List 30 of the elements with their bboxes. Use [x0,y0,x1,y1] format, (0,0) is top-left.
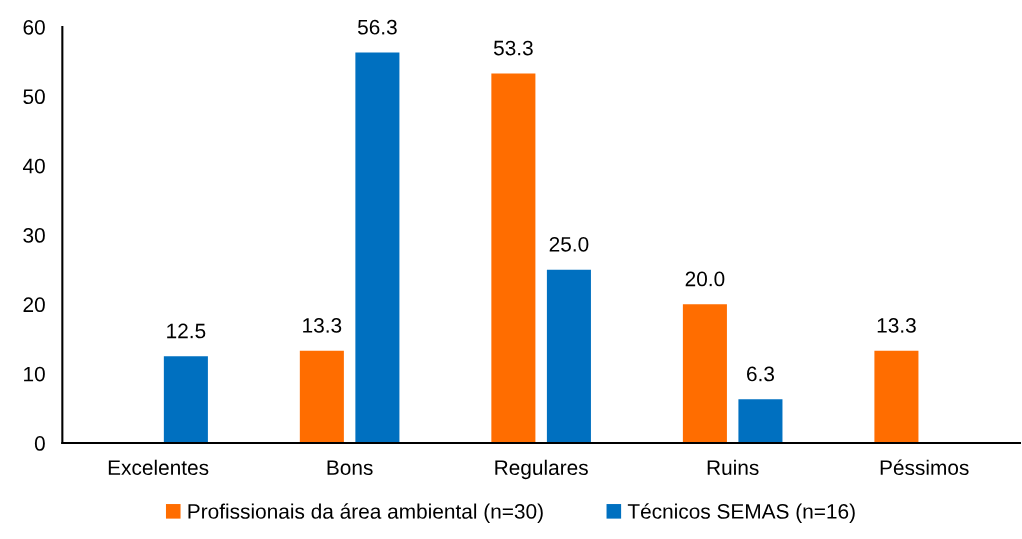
x-tick-label: Excelentes [108,459,209,476]
legend-label: Profissionais da área ambiental (n=30) [188,503,543,523]
data-label: 20.0 [685,271,725,287]
y-tick-label: 60 [23,19,45,35]
data-label: 53.3 [493,40,533,56]
data-label: 25.0 [549,236,589,252]
data-label: 13.3 [877,318,916,333]
y-tick-label: 0 [34,436,45,451]
y-tick-label: 50 [23,89,45,105]
x-tick-label: Ruins [707,459,759,476]
x-tick-label: Bons [327,460,373,476]
bar [738,399,783,444]
y-tick-label: 20 [23,297,45,313]
data-label: 13.3 [303,318,342,333]
bar [682,304,727,444]
x-tick-label: Péssimos [880,459,969,476]
bar [355,52,400,444]
y-tick-label: 40 [22,158,45,174]
data-label: 12.5 [167,323,206,339]
bar [874,350,919,444]
data-label: 6.3 [747,366,775,382]
bar [546,269,591,444]
data-label: 56.3 [357,19,397,35]
y-tick-label: 30 [23,228,45,243]
bar [491,73,536,444]
legend-label: Técnicos SEMAS (n=16) [627,503,855,523]
bar [299,350,344,444]
x-tick-label: Regulares [495,459,588,480]
y-tick-label: 10 [24,366,45,382]
bar [163,356,208,444]
